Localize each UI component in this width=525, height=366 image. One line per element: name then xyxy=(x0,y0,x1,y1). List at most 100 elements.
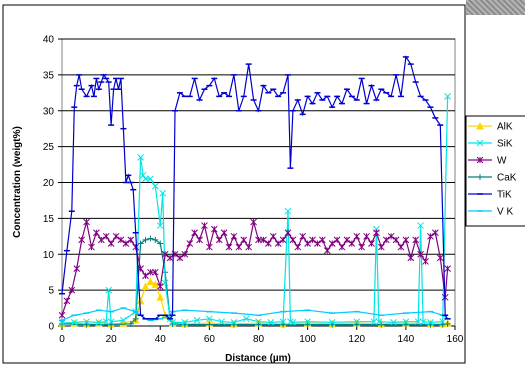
data-point xyxy=(117,236,125,244)
y-tick-label: 20 xyxy=(43,178,55,189)
data-point xyxy=(375,318,383,326)
data-point xyxy=(431,229,439,237)
data-point xyxy=(476,156,484,164)
data-point xyxy=(107,240,115,247)
series-tik xyxy=(59,55,451,320)
data-point xyxy=(137,154,144,161)
data-point xyxy=(136,296,145,305)
data-point xyxy=(343,236,351,244)
data-point xyxy=(382,236,390,244)
data-point xyxy=(206,243,213,251)
data-point xyxy=(353,318,361,326)
data-point xyxy=(151,268,159,276)
data-point xyxy=(353,321,360,328)
data-point xyxy=(353,232,361,240)
x-axis-label: Distance (µm) xyxy=(225,353,291,364)
data-point xyxy=(368,240,375,247)
data-point xyxy=(166,254,174,262)
data-point xyxy=(264,240,272,247)
data-point xyxy=(127,236,135,244)
data-point xyxy=(161,250,169,258)
y-tick-label: 35 xyxy=(43,70,55,81)
data-point xyxy=(390,319,397,326)
data-point xyxy=(392,236,400,244)
data-point xyxy=(422,258,429,265)
data-point xyxy=(255,318,262,326)
x-tick-label: 160 xyxy=(447,334,464,345)
data-point xyxy=(373,229,380,237)
data-point xyxy=(328,319,336,326)
data-point xyxy=(63,297,71,305)
data-point xyxy=(139,171,147,179)
data-point xyxy=(83,321,90,328)
data-point xyxy=(414,318,422,326)
data-point xyxy=(444,93,451,100)
data-point xyxy=(348,240,356,247)
series-w xyxy=(58,218,451,319)
data-point xyxy=(157,240,164,247)
data-point xyxy=(427,319,434,326)
x-tick-label: 120 xyxy=(348,334,365,345)
series-line xyxy=(61,237,448,326)
data-point xyxy=(70,319,78,326)
data-point xyxy=(304,240,311,247)
data-point xyxy=(255,236,262,244)
legend-label: SiK xyxy=(497,139,513,150)
x-tick-label: 20 xyxy=(106,334,118,345)
data-point xyxy=(112,232,120,240)
data-point xyxy=(284,229,292,237)
data-point xyxy=(102,232,110,240)
data-point xyxy=(152,236,159,243)
data-point xyxy=(147,175,154,183)
data-point xyxy=(289,236,297,244)
legend-label: AlK xyxy=(497,122,513,133)
data-point xyxy=(245,243,253,251)
data-point xyxy=(402,236,410,244)
data-point xyxy=(102,318,110,326)
data-point xyxy=(127,320,134,327)
data-point xyxy=(78,236,86,244)
data-point xyxy=(287,318,294,326)
y-tick-label: 0 xyxy=(48,322,54,333)
data-point xyxy=(370,318,378,326)
data-point xyxy=(338,243,346,251)
data-point xyxy=(304,318,311,326)
data-point xyxy=(436,254,444,262)
legend-entry: CaK xyxy=(468,173,517,184)
data-point xyxy=(196,236,203,244)
data-point xyxy=(181,319,189,326)
data-point xyxy=(218,318,226,326)
data-point xyxy=(107,318,115,326)
data-point xyxy=(328,240,336,247)
data-point xyxy=(314,240,321,247)
data-point xyxy=(439,321,446,328)
y-axis-ticks: 0 5 10 15 20 25 30 35 40 xyxy=(43,35,62,333)
series-lines xyxy=(58,55,452,328)
data-point xyxy=(59,320,65,327)
background-photo-corner xyxy=(466,0,525,15)
data-point xyxy=(215,236,223,244)
y-axis-label: Concentration (weigt%) xyxy=(12,126,23,238)
legend-entry: TiK xyxy=(468,190,512,201)
data-point xyxy=(142,175,149,183)
data-point xyxy=(141,282,150,291)
data-point xyxy=(419,318,427,326)
data-point xyxy=(279,236,287,244)
y-tick-label: 40 xyxy=(43,35,55,46)
data-point xyxy=(304,321,311,328)
data-point xyxy=(58,319,66,327)
data-point xyxy=(269,232,277,240)
data-point xyxy=(156,222,164,229)
data-point xyxy=(363,232,370,240)
data-point xyxy=(333,236,341,244)
data-point xyxy=(319,236,326,244)
y-tick-label: 10 xyxy=(43,250,55,261)
data-point xyxy=(176,254,184,262)
data-point xyxy=(132,243,140,251)
data-point xyxy=(309,236,316,244)
data-point xyxy=(206,321,213,328)
legend-entry: W xyxy=(468,156,507,167)
data-point xyxy=(444,265,451,272)
legend-entry: V K xyxy=(468,207,513,218)
